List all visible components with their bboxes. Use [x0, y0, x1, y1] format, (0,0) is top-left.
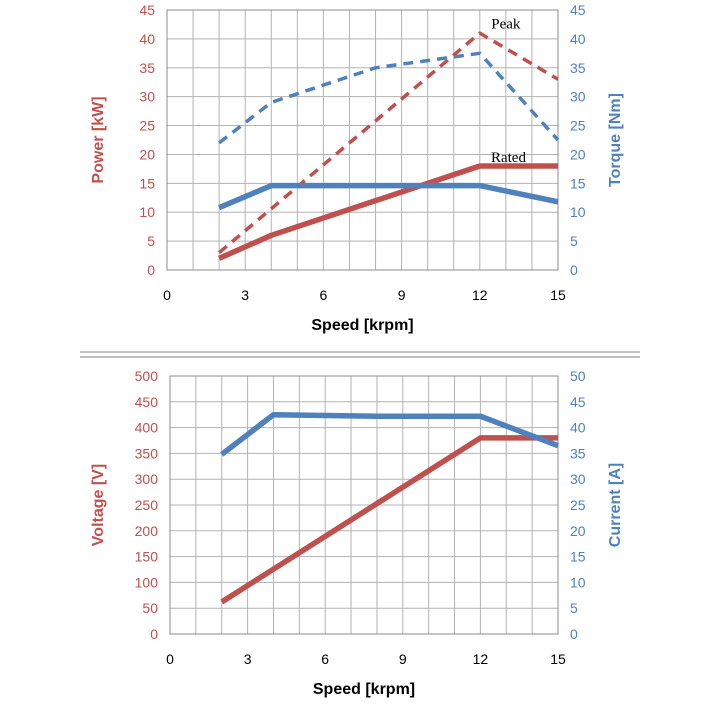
x-tick-label: 12	[472, 287, 488, 303]
y-left-tick-label: 40	[139, 31, 155, 47]
y-left-tick-label: 200	[135, 523, 159, 539]
x-tick-label: 12	[473, 651, 489, 667]
y-right-axis-title: Torque [Nm]	[607, 93, 624, 187]
y-right-tick-label: 15	[570, 175, 586, 191]
y-right-tick-label: 25	[570, 497, 586, 513]
y-left-axis-title: Voltage [V]	[90, 464, 107, 546]
x-axis-title: Speed [krpm]	[311, 317, 413, 334]
x-tick-label: 9	[399, 651, 407, 667]
y-left-tick-label: 350	[135, 445, 159, 461]
y-left-tick-label: 250	[135, 497, 159, 513]
y-right-tick-label: 30	[570, 471, 586, 487]
y-right-tick-label: 35	[570, 60, 586, 76]
y-left-tick-label: 50	[142, 600, 158, 616]
y-left-tick-label: 150	[135, 549, 159, 565]
y-left-tick-label: 30	[139, 89, 155, 105]
y-left-axis-title: Power [kW]	[90, 96, 107, 183]
y-right-tick-label: 35	[570, 445, 586, 461]
voltage-current-chart: 0501001502002503003504004505000510152025…	[90, 368, 624, 698]
series-line-blue-solid	[220, 411, 559, 457]
y-left-tick-label: 45	[139, 2, 155, 18]
x-tick-label: 3	[244, 651, 252, 667]
y-right-tick-label: 10	[570, 204, 586, 220]
y-right-tick-label: 50	[570, 368, 586, 384]
y-left-tick-label: 450	[135, 394, 159, 410]
series-line-red-solid	[220, 435, 558, 605]
series-line-red-dashed	[217, 31, 559, 255]
x-tick-label: 0	[163, 287, 171, 303]
x-tick-label: 15	[550, 287, 566, 303]
x-tick-label: 3	[241, 287, 249, 303]
series-line-blue-dashed	[218, 51, 560, 145]
x-tick-label: 9	[398, 287, 406, 303]
y-right-tick-label: 25	[570, 118, 586, 134]
y-right-tick-label: 10	[570, 574, 586, 590]
x-tick-label: 6	[320, 287, 328, 303]
y-right-tick-label: 45	[570, 2, 586, 18]
y-left-tick-label: 100	[135, 574, 159, 590]
y-left-tick-label: 400	[135, 420, 159, 436]
y-left-tick-label: 20	[139, 146, 155, 162]
plot-frame	[169, 375, 559, 635]
series-line-blue-solid	[218, 182, 559, 211]
y-left-tick-label: 10	[139, 204, 155, 220]
y-right-axis-title: Current [A]	[607, 463, 624, 547]
x-axis-title: Speed [krpm]	[313, 681, 415, 698]
chart-divider	[80, 351, 640, 358]
y-right-tick-label: 30	[570, 89, 586, 105]
series-line-red-solid	[217, 163, 558, 261]
annotation-label: Peak	[491, 16, 521, 32]
x-tick-label: 15	[550, 651, 566, 667]
y-right-tick-label: 20	[570, 146, 586, 162]
y-left-tick-label: 35	[139, 60, 155, 76]
y-left-tick-label: 25	[139, 118, 155, 134]
y-right-tick-label: 0	[570, 626, 578, 642]
y-right-tick-label: 5	[570, 600, 578, 616]
y-left-tick-label: 15	[139, 175, 155, 191]
power-torque-chart: 0 5 10 15 20 25 30 35 40 45 0 5 10 15 20 25 30 35 40 45 0 3 6 9…	[90, 2, 624, 334]
y-left-tick-label: 5	[147, 233, 155, 249]
y-right-tick-label: 15	[570, 549, 586, 565]
x-tick-label: 0	[166, 651, 174, 667]
y-right-tick-label: 40	[570, 420, 586, 436]
x-tick-label: 6	[321, 651, 329, 667]
y-left-tick-label: 300	[135, 471, 159, 487]
y-left-tick-label: 500	[135, 368, 159, 384]
annotation-label: Rated	[491, 150, 526, 166]
y-left-tick-label: 0	[147, 262, 155, 278]
y-left-tick-label: 0	[150, 626, 158, 642]
y-right-tick-label: 5	[570, 233, 578, 249]
y-right-tick-label: 20	[570, 523, 586, 539]
y-right-tick-label: 0	[570, 262, 578, 278]
y-right-tick-label: 40	[570, 31, 586, 47]
y-right-tick-label: 45	[570, 394, 586, 410]
